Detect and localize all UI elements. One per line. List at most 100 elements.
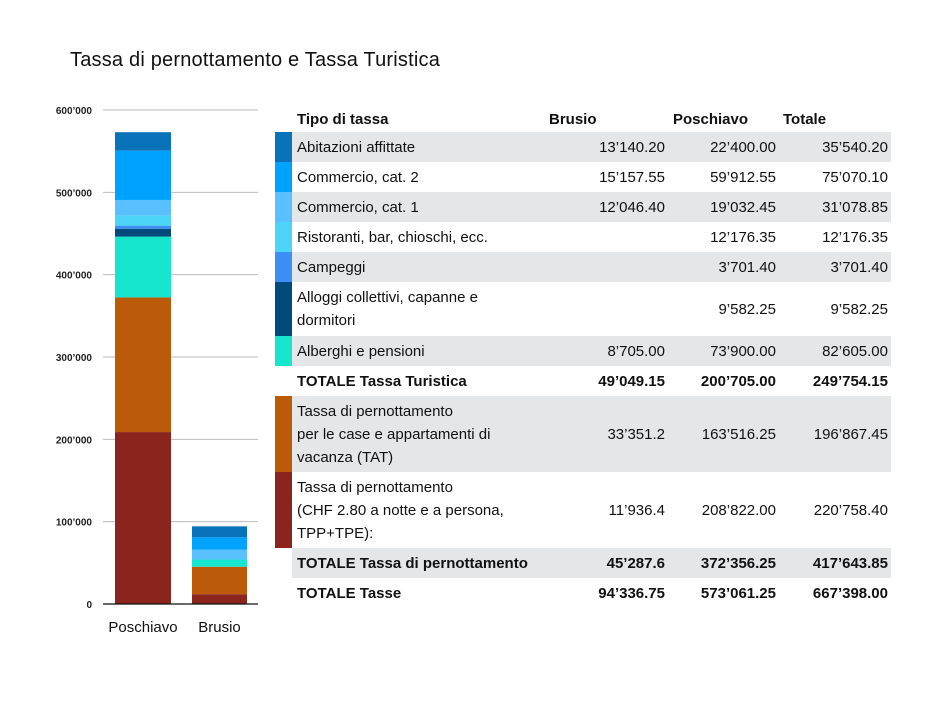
header-poschiavo: Poschiavo bbox=[665, 106, 776, 132]
table-row: TOTALE Tasse 94’336.75 573’061.25 667’398.0… bbox=[275, 578, 891, 608]
y-tick-label: 600’000 bbox=[56, 106, 93, 117]
cell-poschiavo: 3’701.40 bbox=[665, 252, 776, 282]
table-row: Commercio, cat. 1 12’046.40 19’032.45 31’07… bbox=[275, 192, 891, 222]
cell-poschiavo: 19’032.45 bbox=[665, 192, 776, 222]
y-tick-label: 200’000 bbox=[56, 435, 93, 446]
cell-totale: 82’605.00 bbox=[776, 336, 891, 366]
header-totale: Totale bbox=[776, 106, 891, 132]
table-row: Tassa di pernottamento per le case e app… bbox=[275, 396, 891, 472]
bar-segment bbox=[115, 228, 171, 237]
table-row: Ristoranti, bar, chioschi, ecc. 12’176.35… bbox=[275, 222, 891, 252]
cell-brusio: 11’936.4 bbox=[608, 501, 665, 519]
header-totale-label: Totale bbox=[783, 110, 827, 128]
cell-poschiavo: 22’400.00 bbox=[665, 132, 776, 162]
row-label: TOTALE Tassa di pernottamento bbox=[292, 548, 553, 578]
cell-poschiavo: 372’356.25 bbox=[665, 548, 776, 578]
cell-totale: 75’070.10 bbox=[822, 168, 888, 186]
cell-totale: 3’701.40 bbox=[776, 252, 891, 282]
y-tick-label: 0 bbox=[86, 600, 92, 611]
table-row: TOTALE Tassa di pernottamento 45’287.6 372… bbox=[275, 548, 891, 578]
bar-segment bbox=[115, 297, 171, 433]
page-title: Tassa di pernottamento e Tassa Turistica bbox=[70, 49, 441, 71]
row-label: Tassa di pernottamento (CHF 2.80 a notte… bbox=[297, 478, 504, 542]
bar-segment bbox=[115, 132, 171, 151]
y-tick-label: 500’000 bbox=[56, 188, 93, 199]
y-tick-label: 100’000 bbox=[56, 518, 93, 529]
color-swatch bbox=[275, 132, 292, 162]
cell-brusio: 94’336.75 bbox=[598, 584, 665, 602]
cell-totale: 35’540.20 bbox=[776, 132, 891, 162]
cell-totale: 417’643.85 bbox=[776, 548, 891, 578]
bar-segment bbox=[192, 594, 247, 604]
header-tipo: Tipo di tassa bbox=[297, 110, 389, 128]
tax-table: Tipo di tassa Brusio Poschiavo Totale Ab… bbox=[275, 106, 891, 608]
bar-segment bbox=[115, 432, 171, 604]
table-row: Alberghi e pensioni 8’705.00 73’900.00 82’6… bbox=[275, 336, 891, 366]
table-row: TOTALE Tassa Turistica 49’049.15 200’705.0… bbox=[275, 366, 891, 396]
cell-poschiavo: 73’900.00 bbox=[665, 336, 776, 366]
color-swatch bbox=[275, 548, 292, 578]
cell-brusio: 8’705.00 bbox=[553, 336, 665, 366]
x-category-label: Poschiavo bbox=[108, 619, 177, 636]
row-label: TOTALE Tassa Turistica bbox=[297, 372, 467, 390]
bar-segment bbox=[192, 526, 247, 538]
cell-brusio: 13’140.20 bbox=[553, 132, 665, 162]
color-swatch bbox=[275, 578, 292, 608]
row-label: Commercio, cat. 2 bbox=[297, 168, 419, 186]
bar-segment bbox=[192, 566, 247, 595]
cell-totale: 9’582.25 bbox=[830, 300, 888, 318]
cell-brusio bbox=[553, 222, 665, 252]
color-swatch bbox=[275, 252, 292, 282]
y-tick-label: 300’000 bbox=[56, 353, 93, 364]
bar-segment bbox=[192, 537, 247, 550]
cell-brusio: 45’287.6 bbox=[553, 548, 665, 578]
table-row: Alloggi collettivi, capanne e dormitori 9… bbox=[275, 282, 891, 336]
stacked-bar-chart: 0 100’000 200’000 300’000 400’000 500’000 600’… bbox=[56, 106, 258, 636]
cell-brusio: 33’351.2 bbox=[553, 396, 665, 472]
cell-poschiavo: 12’176.35 bbox=[710, 228, 776, 246]
table-row: Commercio, cat. 2 15’157.55 59’912.55 75’07… bbox=[275, 162, 891, 192]
cell-brusio: 15’157.55 bbox=[599, 168, 665, 186]
color-swatch bbox=[275, 396, 292, 472]
cell-poschiavo: 59’912.55 bbox=[710, 168, 776, 186]
cell-poschiavo: 573’061.25 bbox=[700, 584, 776, 602]
color-swatch bbox=[275, 366, 292, 396]
color-swatch bbox=[275, 162, 292, 192]
row-label: Alloggi collettivi, capanne e dormitori bbox=[297, 289, 478, 329]
cell-brusio: 49’049.15 bbox=[598, 372, 665, 390]
cell-poschiavo: 163’516.25 bbox=[665, 396, 776, 472]
row-label: Tassa di pernottamento per le case e app… bbox=[292, 396, 553, 472]
color-swatch bbox=[275, 472, 292, 548]
row-label: Alberghi e pensioni bbox=[292, 336, 553, 366]
table-header-row: Tipo di tassa Brusio Poschiavo Totale bbox=[275, 106, 891, 132]
cell-totale: 12’176.35 bbox=[822, 228, 888, 246]
bar-segment bbox=[192, 549, 247, 560]
header-poschiavo-label: Poschiavo bbox=[673, 110, 749, 128]
row-label: TOTALE Tasse bbox=[297, 584, 402, 602]
bar-segment bbox=[192, 559, 247, 567]
cell-brusio bbox=[553, 252, 665, 282]
bar-segment bbox=[115, 215, 171, 226]
table-row: Abitazioni affittate 13’140.20 22’400.00 35… bbox=[275, 132, 891, 162]
table-row: Campeggi 3’701.40 3’701.40 bbox=[275, 252, 891, 282]
cell-totale: 220’758.40 bbox=[813, 501, 888, 519]
cell-brusio bbox=[553, 282, 665, 336]
row-label: Campeggi bbox=[292, 252, 553, 282]
row-label: Commercio, cat. 1 bbox=[292, 192, 553, 222]
cell-poschiavo: 9’582.25 bbox=[718, 300, 776, 318]
color-swatch bbox=[275, 282, 292, 336]
row-label: Ristoranti, bar, chioschi, ecc. bbox=[297, 228, 488, 246]
header-brusio-label: Brusio bbox=[549, 110, 597, 128]
cell-totale: 31’078.85 bbox=[776, 192, 891, 222]
table-row: Tassa di pernottamento (CHF 2.80 a notte… bbox=[275, 472, 891, 548]
bar-segment bbox=[115, 150, 171, 200]
bar-segment bbox=[115, 199, 171, 216]
row-label: Abitazioni affittate bbox=[292, 132, 553, 162]
cell-totale: 196’867.45 bbox=[776, 396, 891, 472]
cell-totale: 249’754.15 bbox=[812, 372, 888, 390]
x-category-label: Brusio bbox=[198, 619, 241, 636]
color-swatch bbox=[275, 192, 292, 222]
cell-totale: 667’398.00 bbox=[812, 584, 888, 602]
bar-segment bbox=[115, 225, 171, 229]
